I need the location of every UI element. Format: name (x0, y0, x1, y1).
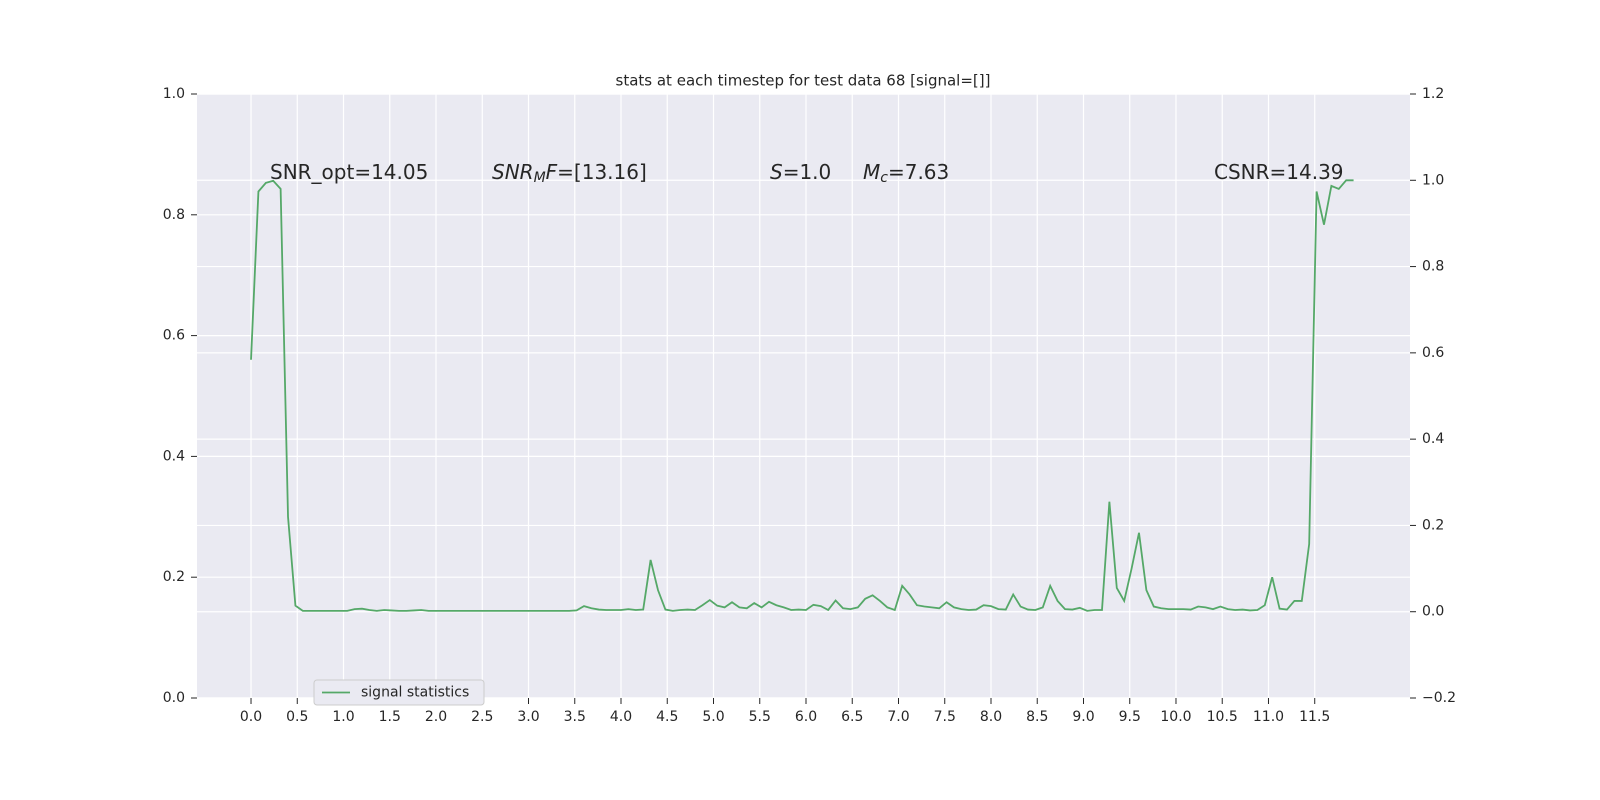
annotation: SNR_opt=14.05 (270, 160, 428, 184)
x-tick-label: 11.5 (1299, 709, 1330, 725)
x-tick-label: 7.0 (887, 709, 909, 725)
annotation-part: =7.63 (888, 160, 949, 184)
x-tick-label: 0.5 (286, 709, 308, 725)
y2-tick-label: 0.2 (1422, 517, 1444, 533)
y-tick-label: 0.4 (163, 448, 185, 464)
x-tick-label: 9.0 (1072, 709, 1094, 725)
y2-tick-label: 0.4 (1422, 431, 1444, 447)
plot-area (197, 94, 1410, 698)
annotation: S=1.0 (770, 160, 831, 184)
y2-tick-label: 1.0 (1422, 172, 1444, 188)
y2-tick-label: 0.8 (1422, 259, 1444, 275)
annotation: SNRMF=[13.16] (492, 160, 647, 187)
x-tick-label: 2.0 (425, 709, 447, 725)
annotation-part: SNR_opt=14.05 (270, 160, 428, 184)
annotation-part: =1.0 (783, 160, 832, 184)
x-tick-label: 4.5 (656, 709, 678, 725)
annotation-part: SNR (492, 160, 534, 184)
y-tick-label: 1.0 (163, 86, 185, 102)
x-tick-label: 1.0 (332, 709, 354, 725)
x-tick-label: 10.0 (1160, 709, 1191, 725)
annotation-part: =[13.16] (557, 160, 647, 184)
legend-label: signal statistics (361, 685, 469, 701)
annotation-part: CSNR=14.39 (1214, 160, 1344, 184)
y-tick-label: 0.6 (163, 328, 185, 344)
y2-tick-label: −0.2 (1422, 690, 1456, 706)
x-tick-label: 4.0 (610, 709, 632, 725)
line-series (250, 179, 1354, 612)
x-tick-label: 2.5 (471, 709, 493, 725)
annotation-part: F (546, 160, 558, 184)
x-tick-label: 6.5 (841, 709, 863, 725)
y-tick-label: 0.0 (163, 690, 185, 706)
y-tick-label: 0.2 (163, 569, 185, 585)
y2-tick-label: 0.6 (1422, 345, 1444, 361)
x-tick-label: 3.5 (564, 709, 586, 725)
annotation-part: M (534, 170, 546, 186)
x-tick-label: 3.0 (517, 709, 539, 725)
x-tick-label: 5.0 (702, 709, 724, 725)
x-tick-label: 10.5 (1207, 709, 1238, 725)
x-tick-label: 11.0 (1253, 709, 1284, 725)
x-tick-label: 8.5 (1026, 709, 1048, 725)
annotation-part: c (880, 170, 888, 186)
annotation: Mc=7.63 (863, 160, 949, 187)
y2-tick-label: 0.0 (1422, 604, 1444, 620)
x-tick-label: 5.5 (749, 709, 771, 725)
annotation-part: M (863, 160, 880, 184)
x-tick-label: 9.5 (1119, 709, 1141, 725)
x-tick-label: 8.0 (980, 709, 1002, 725)
annotation: CSNR=14.39 (1214, 160, 1344, 184)
x-tick-label: 7.5 (934, 709, 956, 725)
chart-title: stats at each timestep for test data 68 … (616, 72, 991, 90)
x-tick-label: 6.0 (795, 709, 817, 725)
x-tick-label: 1.5 (379, 709, 401, 725)
y2-tick-label: 1.2 (1422, 86, 1444, 102)
legend-box (313, 679, 485, 706)
annotation-part: S (770, 160, 783, 184)
x-tick-label: 0.0 (240, 709, 262, 725)
y-tick-label: 0.8 (163, 207, 185, 223)
